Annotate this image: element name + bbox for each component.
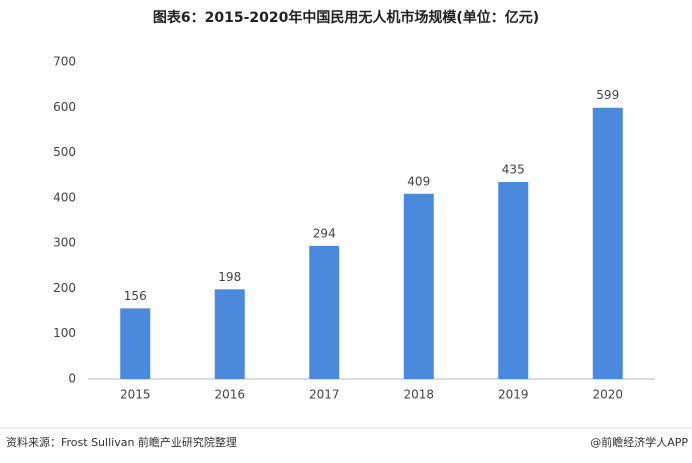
y-tick-label: 600: [53, 100, 76, 114]
x-tick-label: 2017: [309, 388, 340, 402]
source-note: 资料来源：Frost Sullivan 前瞻产业研究院整理: [6, 435, 237, 449]
value-label: 294: [313, 226, 336, 240]
bar: [309, 245, 340, 379]
y-tick-label: 300: [53, 236, 76, 250]
y-tick-label: 100: [53, 326, 76, 340]
bar: [120, 308, 151, 379]
y-tick-label: 200: [53, 281, 76, 295]
bar: [498, 182, 529, 379]
value-label: 435: [502, 163, 525, 177]
bar: [592, 107, 623, 379]
x-tick-label: 2016: [214, 388, 245, 402]
x-tick-label: 2020: [592, 388, 623, 402]
value-label: 599: [596, 88, 619, 102]
y-tick-label: 700: [53, 55, 76, 69]
x-tick-label: 2018: [403, 388, 434, 402]
y-tick-label: 0: [68, 372, 76, 386]
y-tick-label: 400: [53, 190, 76, 204]
value-label: 409: [407, 174, 430, 188]
value-label: 156: [124, 289, 147, 303]
chart-title: 图表6：2015-2020年中国民用无人机市场规模(单位：亿元): [153, 9, 539, 26]
bar: [403, 193, 434, 379]
x-tick-label: 2015: [120, 388, 151, 402]
x-tick-label: 2019: [498, 388, 529, 402]
credit: @前瞻经济学人APP: [590, 435, 688, 449]
value-label: 198: [218, 270, 241, 284]
y-tick-label: 500: [53, 145, 76, 159]
bar: [214, 289, 245, 379]
